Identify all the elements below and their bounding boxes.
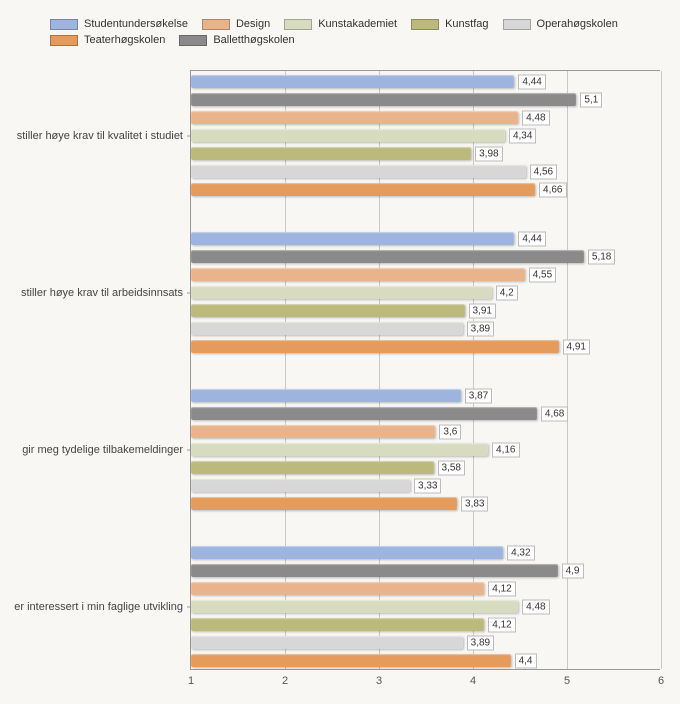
bar-utvikling-design: 4,12 <box>191 582 484 595</box>
bar-value-label: 5,1 <box>580 92 602 107</box>
bar-value-label: 4,12 <box>488 581 515 596</box>
legend-label: Kunstakademiet <box>318 18 397 30</box>
gridline <box>567 71 568 669</box>
legend-swatch <box>50 35 78 46</box>
gridline <box>285 71 286 669</box>
legend-item-studentundersokelse: Studentundersøkelse <box>50 18 188 30</box>
bar-value-label: 3,91 <box>469 303 496 318</box>
legend: Studentundersøkelse Design Kunstakademiet K… <box>50 18 660 46</box>
bar-arbeidsinnsats-teaterhogskolen: 4,91 <box>191 340 559 353</box>
bar-kvalitet-operahogskolen: 4,56 <box>191 165 526 178</box>
legend-item-design: Design <box>202 18 270 30</box>
bar-value-label: 3,98 <box>475 146 502 161</box>
legend-item-ballethogskolen: Balletthøgskolen <box>179 34 294 46</box>
bar-value-label: 4,2 <box>496 285 518 300</box>
x-axis-tick-label: 2 <box>282 675 288 687</box>
bar-arbeidsinnsats-studentundersokelse: 4,44 <box>191 232 514 245</box>
bar-value-label: 4,56 <box>530 164 557 179</box>
bar-kvalitet-design: 4,48 <box>191 111 518 124</box>
bar-tilbakemeldinger-kunstakademiet: 4,16 <box>191 443 488 456</box>
bar-arbeidsinnsats-kunstakademiet: 4,2 <box>191 286 492 299</box>
bar-utvikling-operahogskolen: 3,89 <box>191 636 463 649</box>
bar-value-label: 4,55 <box>529 267 556 282</box>
bar-arbeidsinnsats-ballethogskolen: 5,18 <box>191 250 584 263</box>
bar-value-label: 3,33 <box>414 478 441 493</box>
bar-value-label: 4,48 <box>522 599 549 614</box>
legend-swatch <box>503 19 531 30</box>
x-axis-tick-label: 3 <box>376 675 382 687</box>
x-axis-tick-label: 5 <box>564 675 570 687</box>
x-axis-tick-label: 6 <box>658 675 664 687</box>
bar-tilbakemeldinger-teaterhogskolen: 3,83 <box>191 497 457 510</box>
category-label-arbeidsinnsats: stiller høye krav til arbeidsinnsats <box>11 287 191 299</box>
bar-utvikling-ballethogskolen: 4,9 <box>191 564 558 577</box>
bar-value-label: 4,48 <box>522 110 549 125</box>
legend-item-kunstfag: Kunstfag <box>411 18 488 30</box>
legend-swatch <box>202 19 230 30</box>
x-axis-tick-label: 1 <box>188 675 194 687</box>
bar-tilbakemeldinger-ballethogskolen: 4,68 <box>191 407 537 420</box>
legend-swatch <box>50 19 78 30</box>
bar-value-label: 4,9 <box>562 563 584 578</box>
chart-container: Studentundersøkelse Design Kunstakademiet K… <box>0 0 680 704</box>
bar-value-label: 4,68 <box>541 406 568 421</box>
bar-value-label: 3,6 <box>439 424 461 439</box>
bar-arbeidsinnsats-kunstfag: 3,91 <box>191 304 465 317</box>
legend-label: Design <box>236 18 270 30</box>
bar-value-label: 3,58 <box>438 460 465 475</box>
bar-arbeidsinnsats-operahogskolen: 3,89 <box>191 322 463 335</box>
legend-label: Studentundersøkelse <box>84 18 188 30</box>
category-label-kvalitet: stiller høye krav til kvalitet i studiet <box>11 130 191 142</box>
gridline <box>661 71 662 669</box>
bar-kvalitet-studentundersokelse: 4,44 <box>191 75 514 88</box>
bar-tilbakemeldinger-kunstfag: 3,58 <box>191 461 434 474</box>
x-axis-tick-label: 4 <box>470 675 476 687</box>
bar-utvikling-teaterhogskolen: 4,4 <box>191 654 511 667</box>
bar-utvikling-kunstakademiet: 4,48 <box>191 600 518 613</box>
bar-tilbakemeldinger-design: 3,6 <box>191 425 435 438</box>
bar-arbeidsinnsats-design: 4,55 <box>191 268 525 281</box>
legend-item-kunstakademiet: Kunstakademiet <box>284 18 397 30</box>
bar-utvikling-studentundersokelse: 4,32 <box>191 546 503 559</box>
bar-value-label: 4,12 <box>488 617 515 632</box>
category-label-utvikling: er interessert i min faglige utvikling <box>11 601 191 613</box>
bar-value-label: 4,66 <box>539 182 566 197</box>
category-label-tilbakemeldinger: gir meg tydelige tilbakemeldinger <box>11 444 191 456</box>
legend-label: Operahøgskolen <box>537 18 618 30</box>
legend-swatch <box>411 19 439 30</box>
bar-kvalitet-kunstakademiet: 4,34 <box>191 129 505 142</box>
legend-swatch <box>284 19 312 30</box>
plot-area: 123456stiller høye krav til kvalitet i s… <box>190 70 660 670</box>
bar-tilbakemeldinger-studentundersokelse: 3,87 <box>191 389 461 402</box>
bar-value-label: 4,44 <box>518 231 545 246</box>
bar-utvikling-kunstfag: 4,12 <box>191 618 484 631</box>
bar-value-label: 3,83 <box>461 496 488 511</box>
bar-value-label: 4,4 <box>515 653 537 668</box>
bar-value-label: 4,32 <box>507 545 534 560</box>
bar-value-label: 3,89 <box>467 321 494 336</box>
bar-tilbakemeldinger-operahogskolen: 3,33 <box>191 479 410 492</box>
gridline <box>379 71 380 669</box>
bar-value-label: 3,87 <box>465 388 492 403</box>
gridline <box>473 71 474 669</box>
bar-kvalitet-ballethogskolen: 5,1 <box>191 93 576 106</box>
legend-label: Balletthøgskolen <box>213 34 294 46</box>
legend-swatch <box>179 35 207 46</box>
bar-value-label: 4,91 <box>563 339 590 354</box>
bar-kvalitet-kunstfag: 3,98 <box>191 147 471 160</box>
bar-value-label: 5,18 <box>588 249 615 264</box>
bar-value-label: 4,16 <box>492 442 519 457</box>
legend-label: Kunstfag <box>445 18 488 30</box>
legend-item-teaterhogskolen: Teaterhøgskolen <box>50 34 165 46</box>
bar-kvalitet-teaterhogskolen: 4,66 <box>191 183 535 196</box>
bar-value-label: 4,44 <box>518 74 545 89</box>
bar-value-label: 4,34 <box>509 128 536 143</box>
legend-item-operahogskolen: Operahøgskolen <box>503 18 618 30</box>
legend-label: Teaterhøgskolen <box>84 34 165 46</box>
bar-value-label: 3,89 <box>467 635 494 650</box>
